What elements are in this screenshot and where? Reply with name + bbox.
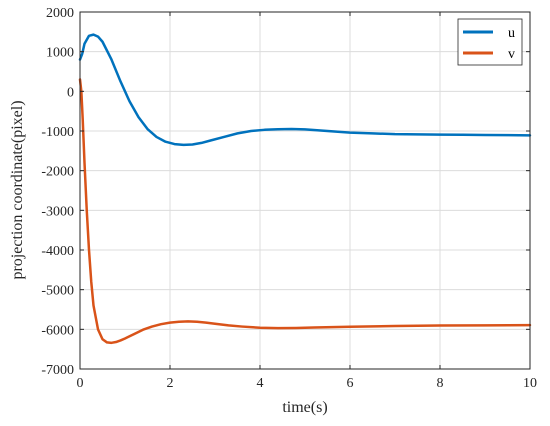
x-axis-ticks: 0 2 4 6 8 10: [77, 12, 537, 391]
x-tick-label: 6: [347, 376, 354, 391]
plot-frame: [79, 11, 531, 370]
x-axis-label: time(s): [282, 399, 327, 416]
x-tick-label: 0: [77, 376, 84, 391]
y-tick-label: -4000: [41, 244, 74, 259]
y-tick-label: -3000: [41, 204, 74, 219]
y-tick-label: 0: [67, 85, 74, 100]
series-lines: [78, 33, 532, 345]
x-tick-label: 2: [167, 376, 174, 391]
legend: u v: [457, 18, 523, 66]
y-tick-label: -7000: [41, 363, 74, 378]
y-tick-label: 2000: [46, 6, 74, 21]
y-tick-label: -5000: [41, 284, 74, 299]
y-tick-label: -2000: [41, 165, 74, 180]
series-line-u: [78, 33, 532, 147]
legend-label-v: v: [508, 47, 515, 62]
legend-label-u: u: [508, 26, 515, 41]
x-tick-label: 10: [523, 376, 537, 391]
y-tick-label: 1000: [46, 46, 74, 61]
series-line-v: [78, 78, 532, 345]
x-tick-label: 8: [437, 376, 444, 391]
y-tick-label: -6000: [41, 323, 74, 338]
y-tick-label: -1000: [41, 125, 74, 140]
plot-area: [80, 12, 530, 369]
x-tick-label: 4: [257, 376, 264, 391]
y-axis-ticks: 2000 1000 0 -1000 -2000 -3000 -4000 -5000 -6000 -…: [41, 6, 530, 378]
y-axis-label: projection coordinate(pixel): [9, 100, 26, 279]
legend-box: [457, 18, 523, 66]
